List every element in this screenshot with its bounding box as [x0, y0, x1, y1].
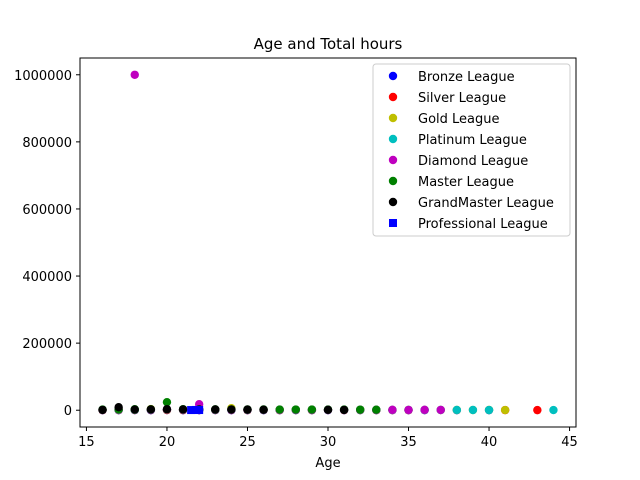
legend-label: Master League — [418, 175, 514, 190]
legend-label: Gold League — [418, 112, 500, 127]
data-point — [130, 70, 139, 79]
data-point — [178, 405, 188, 414]
y-tick-label: 200000 — [22, 337, 72, 352]
legend-marker — [388, 92, 398, 102]
legend-marker — [388, 155, 398, 165]
data-point — [98, 405, 107, 415]
data-point — [162, 397, 172, 407]
data-point — [388, 405, 397, 415]
legend-marker — [388, 71, 398, 81]
data-point — [372, 405, 381, 414]
data-point — [146, 405, 156, 414]
data-point — [323, 405, 333, 415]
data-point — [404, 405, 413, 415]
legend-marker — [388, 197, 398, 207]
data-point — [500, 405, 510, 415]
legend-label: Professional League — [418, 217, 548, 232]
data-point — [549, 405, 558, 415]
points-layer — [98, 70, 558, 415]
data-point — [533, 405, 542, 415]
data-point — [130, 405, 139, 414]
data-point — [227, 405, 236, 414]
y-tick-label: 0 — [64, 404, 72, 419]
legend: Bronze League Silver League Gold League Pla… — [372, 63, 571, 237]
y-tick-label: 600000 — [22, 203, 72, 218]
legend-label: Diamond League — [418, 154, 528, 169]
x-tick-label: 45 — [561, 435, 578, 450]
legend-label: GrandMaster League — [418, 196, 554, 211]
legend-frame — [372, 63, 571, 237]
data-point — [452, 405, 462, 415]
y-tick-label: 1000000 — [14, 69, 72, 84]
legend-label: Silver League — [418, 91, 506, 106]
x-axis-label: Age — [315, 456, 340, 471]
data-point — [436, 405, 445, 415]
x-tick-label: 15 — [78, 435, 95, 450]
series-professional-league — [187, 405, 204, 415]
x-tick-label: 35 — [400, 435, 417, 450]
data-point — [195, 406, 204, 415]
data-point — [291, 405, 300, 414]
legend-marker — [388, 113, 398, 123]
data-point — [259, 405, 268, 414]
legend-marker — [388, 134, 398, 144]
data-point — [211, 405, 220, 414]
data-point — [356, 405, 365, 414]
data-point — [484, 405, 494, 415]
x-tick-label: 20 — [159, 435, 176, 450]
legend-marker — [389, 219, 397, 227]
data-point — [339, 405, 349, 415]
y-axis: 0 200000 400000 600000 800000 1000000 — [14, 69, 80, 419]
chart-title: Age and Total hours — [254, 35, 403, 53]
legend-label: Platinum League — [418, 133, 527, 148]
data-point — [275, 405, 284, 414]
x-axis: 15 20 25 30 35 40 45 — [78, 427, 578, 450]
data-point — [468, 405, 478, 415]
data-point — [307, 405, 317, 414]
data-point — [162, 405, 172, 414]
x-tick-label: 40 — [481, 435, 498, 450]
y-tick-label: 400000 — [22, 270, 72, 285]
x-tick-label: 30 — [320, 435, 337, 450]
series-grandmaster-league — [98, 403, 349, 415]
data-point — [420, 405, 429, 415]
legend-marker — [388, 176, 398, 186]
y-tick-label: 800000 — [22, 136, 72, 151]
data-point — [114, 403, 123, 412]
data-point — [187, 406, 196, 415]
x-tick-label: 25 — [239, 435, 256, 450]
legend-label: Bronze League — [418, 70, 515, 85]
data-point — [243, 405, 252, 414]
